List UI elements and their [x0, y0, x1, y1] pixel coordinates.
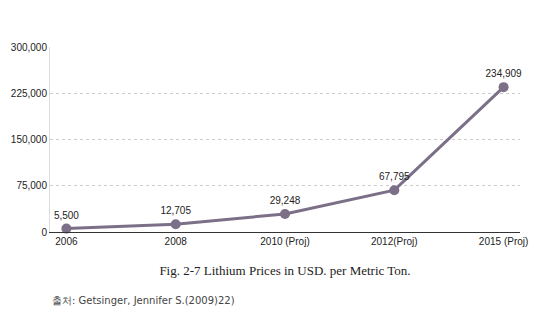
svg-text:29,248: 29,248	[270, 195, 301, 206]
svg-text:2015 (Proj): 2015 (Proj)	[479, 236, 528, 247]
svg-text:67,795: 67,795	[379, 171, 410, 182]
svg-text:출처: Getsinger, Jennifer S.(200: 출처: Getsinger, Jennifer S.(2009)22)	[52, 295, 235, 306]
svg-text:12,705: 12,705	[160, 205, 191, 216]
svg-text:225,000: 225,000	[11, 88, 48, 99]
svg-text:234,909: 234,909	[486, 68, 523, 79]
svg-text:Fig. 2-7 Lithium Prices in USD: Fig. 2-7 Lithium Prices in USD. per Metr…	[159, 263, 410, 278]
svg-text:2010 (Proj): 2010 (Proj)	[260, 236, 309, 247]
svg-text:150,000: 150,000	[11, 134, 48, 145]
svg-text:0: 0	[41, 227, 47, 238]
svg-text:2012(Proj): 2012(Proj)	[371, 236, 418, 247]
svg-text:2006: 2006	[55, 236, 78, 247]
svg-text:300,000: 300,000	[11, 42, 48, 53]
svg-text:2008: 2008	[165, 236, 188, 247]
svg-text:75,000: 75,000	[16, 180, 47, 191]
svg-text:5,500: 5,500	[54, 210, 79, 221]
